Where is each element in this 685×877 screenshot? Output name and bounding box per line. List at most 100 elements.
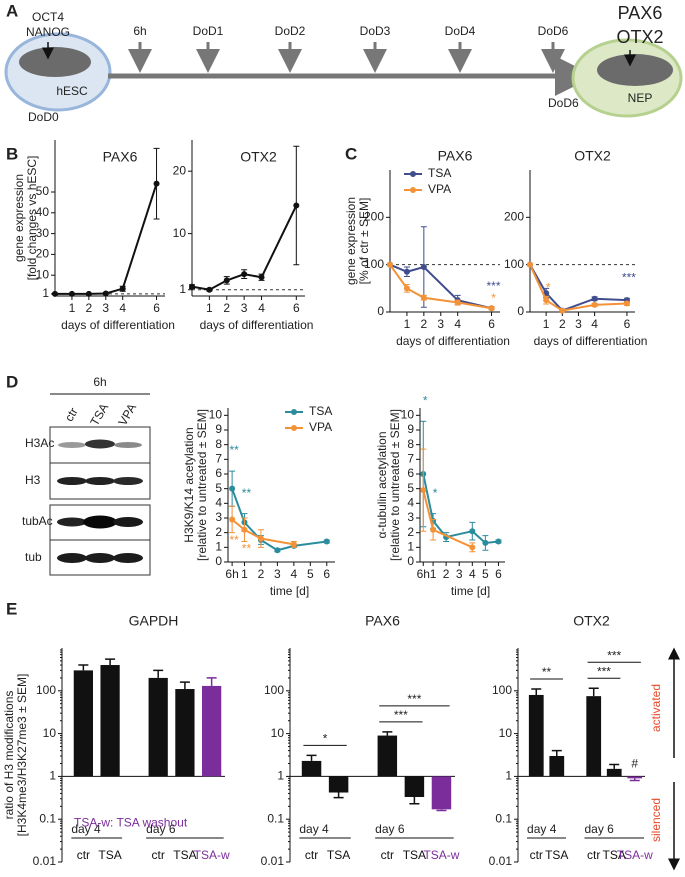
chart-title: PAX6 [365, 613, 400, 629]
y-tick-label: 10 [209, 408, 223, 422]
significance-label: *** [407, 692, 421, 706]
band [58, 442, 86, 448]
y-axis-label: [relative to untreated ± SEM] [195, 409, 209, 561]
y-tick-label: 1 [49, 769, 56, 783]
data-point [257, 535, 264, 542]
bar [100, 665, 120, 777]
legend-label: TSA [309, 404, 332, 418]
y-tick-label: 20 [173, 163, 187, 177]
data-point [543, 297, 550, 304]
y-tick-label: 0.01 [489, 854, 513, 868]
x-tick-label: 6 [293, 301, 300, 315]
x-tick-label: 5 [482, 567, 489, 581]
error-bar [609, 763, 620, 769]
row-label: H3 [25, 473, 41, 487]
error-bar [78, 664, 89, 671]
y-tick-label: 10 [499, 726, 513, 740]
data-point [527, 261, 533, 268]
silenced-label: silenced [649, 798, 663, 842]
significance-label: *** [622, 270, 636, 284]
y-tick-label: 5 [407, 481, 414, 495]
y-tick-label: 1 [407, 540, 414, 554]
x-tick-label: 5 [307, 567, 314, 581]
cell-label: hESC [56, 84, 88, 98]
y-tick-label: 8 [407, 437, 414, 451]
chart-title: OTX2 [573, 613, 610, 629]
data-point [102, 290, 109, 297]
activated-label: activated [649, 684, 663, 732]
x-tick-label: 4 [454, 317, 461, 331]
x-axis-label: days of differentiation [200, 318, 314, 332]
error-bar [153, 669, 164, 678]
chart-title: OTX2 [574, 148, 611, 164]
bar [431, 776, 452, 810]
row-label: tubAc [22, 514, 53, 528]
bar [301, 760, 322, 777]
category-label: ctr [381, 848, 394, 862]
error-bar [531, 688, 542, 695]
legend-marker [291, 425, 297, 431]
x-tick-label: 1 [241, 567, 248, 581]
lane-label: VPA [115, 401, 139, 428]
x-tick-label: 6 [323, 567, 330, 581]
legend-marker [291, 409, 297, 415]
data-point [52, 290, 58, 297]
hesc-nucleus [19, 47, 91, 77]
bar [73, 670, 93, 777]
panel-letter: B [6, 144, 18, 163]
category-label: TSA-w [423, 848, 459, 862]
x-tick-label: 3 [575, 317, 582, 331]
y-axis-label: [fold changes vs hESC] [25, 156, 39, 281]
category-label: TSA [98, 848, 121, 862]
y-axis-label: [relative to untreated ± SEM] [388, 409, 402, 561]
category-label: ctr [587, 848, 600, 862]
bar [627, 776, 643, 779]
group-label: day 4 [71, 822, 101, 836]
y-tick-label: 50 [36, 184, 50, 198]
marker-label: PAX6 [618, 3, 663, 23]
bar [549, 755, 565, 777]
timepoint-label: DoD2 [275, 24, 306, 38]
x-tick-label: 4 [258, 301, 265, 315]
error-bar [105, 658, 116, 666]
x-tick-label: 6h [225, 567, 238, 581]
significance-label: * [546, 281, 551, 295]
significance-label: *** [607, 648, 621, 662]
group-label: day 4 [299, 822, 329, 836]
bar [404, 776, 425, 798]
significance-label: * [323, 732, 328, 746]
group-label: day 4 [527, 822, 557, 836]
y-tick-label: 0 [215, 554, 222, 568]
y-axis-label: α-tubulin acetylation [375, 432, 389, 539]
data-point [623, 300, 630, 307]
timepoint-label: DoD4 [445, 24, 476, 38]
y-tick-label: 40 [36, 205, 50, 219]
timepoint-label: DoD6 [538, 24, 569, 38]
x-axis-label: time [d] [270, 584, 309, 598]
significance-label: *** [597, 664, 611, 678]
data-point [454, 299, 461, 306]
data-point [223, 277, 230, 284]
band [85, 553, 115, 563]
bar [202, 685, 222, 777]
y-tick-label: 7 [215, 452, 222, 466]
error-bar [409, 797, 420, 805]
group-label: day 6 [146, 822, 176, 836]
chart-title: GAPDH [129, 613, 179, 629]
band [113, 553, 143, 563]
category-label: TSA [545, 848, 568, 862]
chart-title: PAX6 [103, 149, 138, 165]
y-tick-label: 4 [407, 496, 414, 510]
band [57, 517, 87, 527]
data-point [591, 301, 598, 308]
panel-letter: E [6, 599, 17, 618]
significance-label: *** [487, 279, 501, 293]
y-tick-label: 0.01 [261, 854, 285, 868]
data-point [206, 286, 213, 293]
significance-label: *** [394, 708, 408, 722]
data-point [403, 285, 410, 292]
y-tick-label: 10 [36, 267, 50, 281]
x-tick-label: 2 [421, 317, 428, 331]
y-tick-label: 10 [271, 726, 285, 740]
x-tick-label: 3 [274, 567, 281, 581]
